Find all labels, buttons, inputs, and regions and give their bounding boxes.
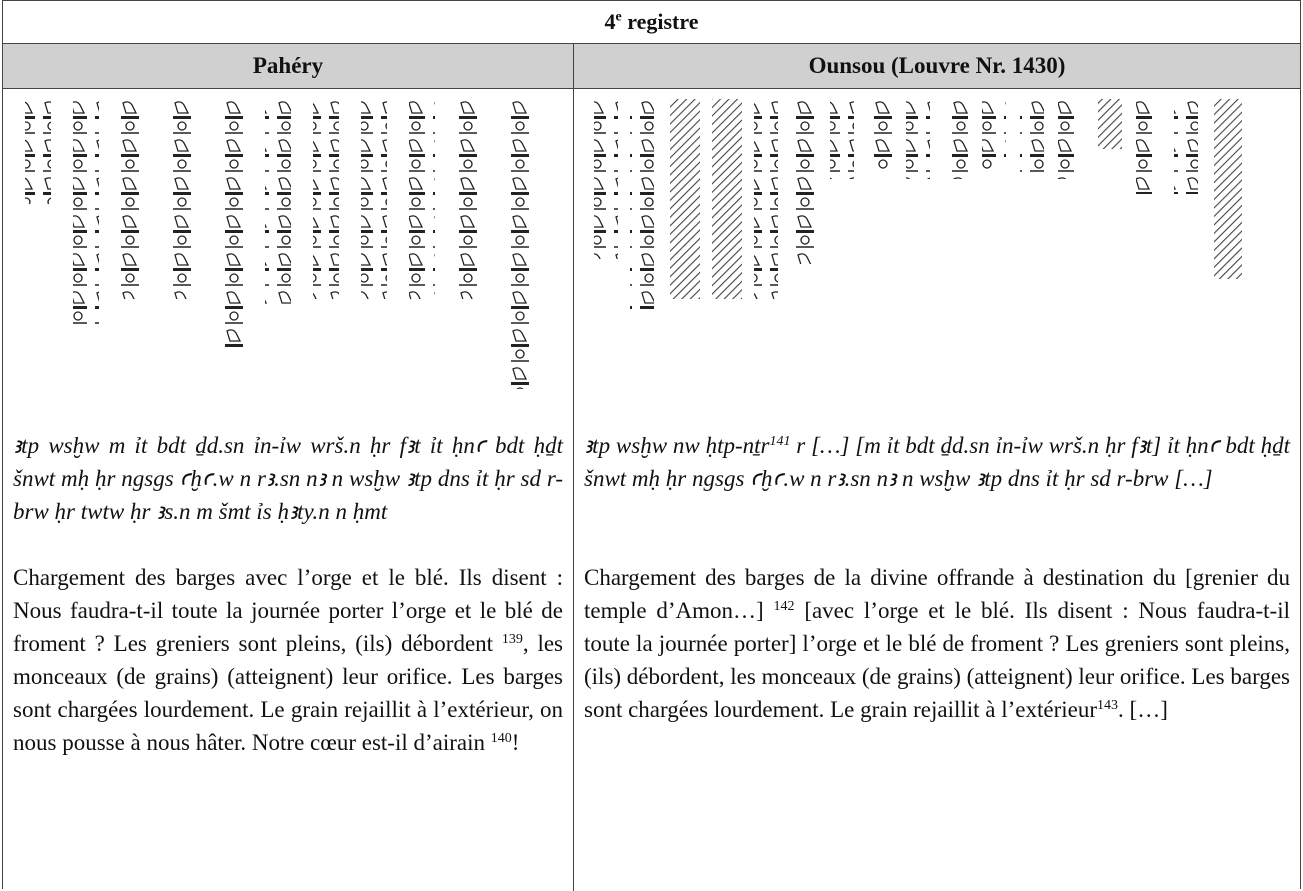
- text-run: [avec l’orge et le blé. Ils disent : Nou…: [584, 598, 1290, 722]
- glyph-column: [73, 99, 99, 329]
- lacuna: [1098, 99, 1122, 149]
- glyph-column: [630, 99, 654, 309]
- text-run: Chargement des barges avec l’orge et le …: [13, 565, 563, 656]
- cell: ꜣtp wsḫw nw ḥtp-nṯr141 r […] [m ỉt bdt ḏ…: [574, 89, 1300, 891]
- text-run: . […]: [1118, 697, 1168, 722]
- text-run: r […] [m ỉt bdt ḏd.sn ỉn-ỉw wrš.n ḥr fꜣt…: [584, 433, 1290, 491]
- hieroglyphs: [594, 99, 1242, 309]
- column-header: Ounsou (Louvre Nr. 1430): [808, 53, 1066, 78]
- text-run: !: [511, 730, 520, 755]
- footnote-ref: 142: [773, 599, 795, 614]
- glyph-column: [169, 99, 195, 299]
- title-text: registre: [627, 9, 699, 34]
- title-sup: e: [615, 9, 622, 25]
- translation: Chargement des barges avec l’orge et le …: [13, 561, 563, 759]
- text-run: Chargement des barges de la divine offra…: [584, 565, 1290, 623]
- footnote-ref: 139: [501, 632, 523, 647]
- title-number: 4: [604, 9, 616, 34]
- footnote-ref: 143: [1097, 698, 1119, 713]
- glyph-column: [868, 99, 892, 169]
- lacuna: [712, 99, 742, 299]
- glyph-column: [217, 99, 243, 349]
- glyph-column: [1136, 99, 1160, 194]
- glyph-column: [754, 99, 778, 299]
- translation: Chargement des barges de la divine offra…: [584, 561, 1290, 726]
- text-run: ꜣtp wsḫw m ỉt bdt ḏd.sn ỉn-ỉw wrš.n ḥr f…: [13, 433, 563, 524]
- glyph-column: [1174, 99, 1198, 194]
- footnote-ref: 140: [490, 731, 512, 746]
- lacuna: [1214, 99, 1242, 279]
- table-title: 4e registre: [3, 1, 1300, 44]
- transliteration: ꜣtp wsḫw m ỉt bdt ḏd.sn ỉn-ỉw wrš.n ḥr f…: [13, 429, 563, 561]
- glyph-column: [792, 99, 816, 264]
- glyph-column: [409, 99, 435, 299]
- cell: ꜣtp wsḫw m ỉt bdt ḏd.sn ỉn-ỉw wrš.n ḥr f…: [3, 89, 574, 891]
- footnote-ref: 141: [769, 434, 791, 449]
- glyph-columns: [25, 99, 531, 389]
- lacuna: [670, 99, 700, 299]
- glyph-column: [505, 99, 531, 389]
- transliteration: ꜣtp wsḫw nw ḥtp-nṯr141 r […] [m ỉt bdt ḏ…: [584, 429, 1290, 561]
- header-row: Pahéry Ounsou (Louvre Nr. 1430): [3, 44, 1300, 89]
- text-run: ꜣtp wsḫw nw ḥtp-nṯr: [584, 433, 770, 458]
- glyph-column: [906, 99, 930, 179]
- glyph-column: [1058, 99, 1082, 179]
- glyph-column: [265, 99, 291, 304]
- glyph-column: [361, 99, 387, 299]
- hieroglyphs: [25, 99, 531, 389]
- text-run: , les monceaux (de grains) (atteignent) …: [13, 631, 563, 755]
- glyph-column: [830, 99, 854, 179]
- body-row: ꜣtp wsḫw m ỉt bdt ḏd.sn ỉn-ỉw wrš.n ḥr f…: [3, 89, 1300, 891]
- column-header: Pahéry: [3, 44, 574, 88]
- glyph-column: [457, 99, 483, 299]
- glyph-column: [25, 99, 51, 204]
- glyph-column: [313, 99, 339, 299]
- glyph-column: [982, 99, 1006, 169]
- glyph-column: [944, 99, 968, 179]
- glyph-column: [594, 99, 618, 259]
- glyph-column: [1020, 99, 1044, 174]
- glyph-columns: [594, 99, 1242, 309]
- glyph-column: [121, 99, 147, 299]
